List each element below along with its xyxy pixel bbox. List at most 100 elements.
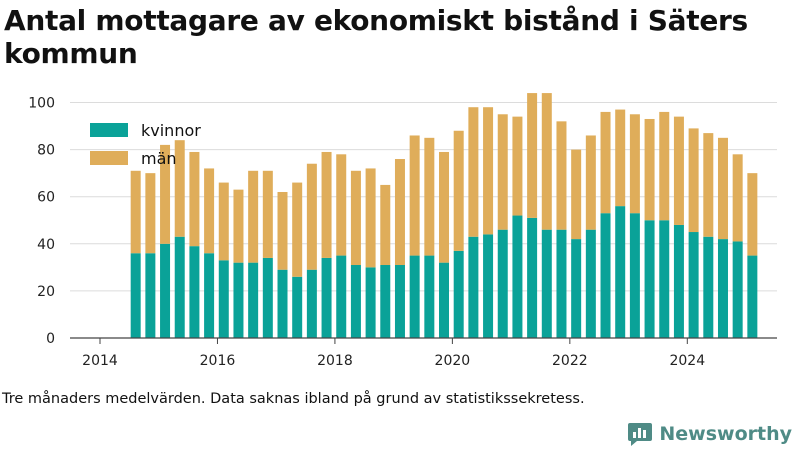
bar-man: [204, 168, 215, 254]
bar-kvinnor: [174, 236, 185, 338]
bar-man: [673, 116, 684, 225]
bar-man: [571, 149, 582, 240]
bar-man: [439, 151, 450, 263]
axes: 0 20 40 60 80 100 2014 2016 2018 2020 2022 2024: [28, 96, 777, 369]
brand-logo: Newsworthy: [627, 421, 792, 447]
bar-kvinnor: [409, 255, 420, 338]
legend-swatch-kvinnor: [90, 123, 128, 137]
bar-kvinnor: [292, 276, 303, 338]
bar-man: [130, 170, 141, 254]
bar-kvinnor: [394, 264, 405, 338]
bar-man: [306, 163, 317, 270]
bar-man: [585, 135, 596, 230]
bar-kvinnor: [497, 229, 508, 338]
x-tick-label: 2022: [552, 353, 588, 369]
bar-man: [453, 130, 464, 251]
bar-kvinnor: [321, 257, 332, 338]
bar-kvinnor: [380, 264, 391, 338]
footnote: Tre månaders medelvärden. Data saknas ib…: [2, 391, 585, 407]
bar-kvinnor: [130, 253, 141, 338]
bar-kvinnor: [350, 264, 361, 338]
y-tick-label: 40: [37, 237, 55, 253]
bar-kvinnor: [688, 232, 699, 338]
bar-kvinnor: [233, 262, 244, 338]
bar-kvinnor: [453, 250, 464, 338]
bar-kvinnor: [732, 241, 743, 338]
bar-man: [717, 137, 728, 240]
bar-kvinnor: [703, 236, 714, 338]
x-tick-label: 2016: [200, 353, 236, 369]
bar-kvinnor: [644, 220, 655, 338]
y-tick-label: 60: [37, 190, 55, 206]
bar-kvinnor: [424, 255, 435, 338]
brand-name: Newsworthy: [659, 423, 792, 445]
bar-man: [292, 182, 303, 277]
bar-kvinnor: [747, 255, 758, 338]
bar-kvinnor: [262, 257, 273, 338]
bar-man: [483, 107, 494, 235]
legend-label: män: [141, 149, 177, 168]
bar-man: [732, 154, 743, 242]
bar-kvinnor: [585, 229, 596, 338]
bar-man: [277, 191, 288, 270]
bar-kvinnor: [527, 217, 538, 338]
bar-man: [218, 182, 229, 261]
bar-kvinnor: [365, 267, 376, 338]
legend: kvinnor män: [90, 121, 201, 168]
x-tick-label: 2020: [435, 353, 471, 369]
bar-man: [189, 151, 200, 247]
bar-man: [688, 128, 699, 233]
bar-man: [703, 133, 714, 237]
bar-kvinnor: [512, 215, 523, 338]
bar-kvinnor: [277, 269, 288, 338]
bar-man: [512, 116, 523, 216]
bar-man: [556, 121, 567, 230]
bar-man: [747, 173, 758, 256]
bar-man: [336, 154, 347, 256]
bar-kvinnor: [204, 253, 215, 338]
bar-kvinnor: [468, 236, 479, 338]
bar-man: [468, 107, 479, 237]
bar-kvinnor: [556, 229, 567, 338]
bar-man: [321, 151, 332, 258]
bar-kvinnor: [336, 255, 347, 338]
grid-lines: [70, 102, 777, 292]
bar-man: [380, 184, 391, 265]
bar-man: [497, 114, 508, 230]
bar-man: [659, 111, 670, 221]
y-tick-label: 20: [37, 284, 55, 300]
chart-title: Antal mottagare av ekonomiskt bistånd i …: [4, 4, 748, 70]
bar-kvinnor: [218, 260, 229, 338]
bar-man: [174, 140, 185, 237]
bar-man: [350, 170, 361, 265]
bar-kvinnor: [629, 213, 640, 338]
bar-kvinnor: [600, 213, 611, 338]
chat-bubble-bar-chart-icon: [628, 423, 653, 446]
bars: [130, 93, 758, 338]
bar-chart: 0 20 40 60 80 100 2014 2016 2018 2020 2022 2024 kvi…: [28, 93, 777, 369]
bar-kvinnor: [615, 206, 626, 338]
bar-man: [365, 168, 376, 268]
y-tick-label: 100: [28, 96, 55, 112]
bar-man: [541, 93, 552, 230]
legend-swatch-man: [90, 151, 128, 165]
bar-kvinnor: [145, 253, 156, 338]
legend-label: kvinnor: [141, 121, 201, 140]
bar-man: [409, 135, 420, 256]
bar-man: [644, 118, 655, 221]
x-tick-label: 2018: [317, 353, 353, 369]
bar-man: [394, 159, 405, 265]
bar-kvinnor: [439, 262, 450, 338]
bar-man: [629, 114, 640, 214]
bar-man: [424, 137, 435, 256]
y-tick-label: 0: [46, 331, 55, 347]
bar-man: [248, 170, 259, 263]
y-tick-label: 80: [37, 143, 55, 159]
bar-kvinnor: [717, 239, 728, 338]
bar-kvinnor: [248, 262, 259, 338]
x-tick-label: 2024: [669, 353, 705, 369]
bar-kvinnor: [306, 269, 317, 338]
bar-man: [600, 111, 611, 214]
bar-man: [145, 173, 156, 254]
bar-man: [615, 109, 626, 207]
